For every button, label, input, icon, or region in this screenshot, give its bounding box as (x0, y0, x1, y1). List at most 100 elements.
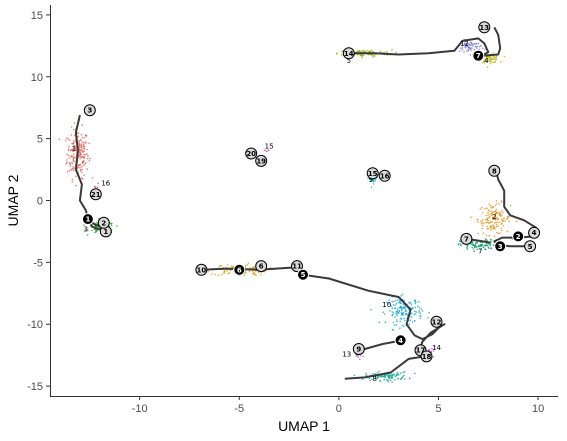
cell-point (95, 230, 98, 233)
cell-point (88, 159, 91, 162)
cell-point (395, 302, 398, 305)
cell-point (378, 321, 381, 324)
cell-point (82, 144, 85, 146)
cell-point (226, 270, 228, 272)
cell-point (466, 248, 469, 250)
cell-point (487, 228, 490, 230)
cell-point (458, 50, 461, 52)
cell-point (486, 225, 489, 228)
cell-point (491, 225, 494, 227)
cell-point (397, 373, 400, 375)
cell-point (395, 374, 398, 377)
cell-point (419, 315, 421, 317)
milestone-node-filled-2: 2 (512, 230, 525, 243)
cell-point (391, 300, 394, 303)
cell-point (367, 177, 369, 180)
milestone-marker (524, 240, 537, 253)
cell-point (402, 375, 404, 378)
cell-point (485, 234, 488, 237)
cell-point (477, 42, 480, 45)
cell-point (461, 48, 464, 51)
cell-point (370, 49, 373, 52)
cell-point (259, 274, 262, 276)
x-tick-label: -10 (132, 403, 148, 415)
cell-point (491, 221, 494, 223)
milestone-label: 6 (259, 263, 264, 271)
milestone-marker (378, 169, 391, 182)
y-tick-label: 10 (31, 72, 43, 84)
cell-point (490, 240, 492, 242)
cell-point (466, 246, 468, 249)
cell-point (479, 248, 482, 251)
cell-point (86, 168, 88, 170)
cell-point (466, 50, 468, 52)
cell-point (474, 42, 476, 45)
cell-point (492, 52, 494, 54)
cell-point (243, 274, 246, 277)
cell-point (491, 214, 493, 217)
cell-point (384, 321, 387, 324)
cell-point (479, 45, 481, 48)
cell-point (479, 245, 481, 247)
cell-point (392, 321, 395, 324)
cell-point (64, 139, 67, 142)
cell-point (482, 47, 484, 49)
milestone-marker (488, 164, 501, 177)
cell-point (67, 148, 70, 150)
cell-point (73, 155, 75, 158)
cluster-label-4: 4 (484, 57, 489, 65)
cell-point (382, 311, 385, 314)
cell-point (414, 372, 416, 375)
y-tick-label: -5 (33, 257, 43, 269)
cell-point (494, 204, 497, 207)
cell-point (77, 135, 80, 138)
cell-point (71, 154, 73, 157)
cell-point (390, 374, 393, 376)
milestone-node-open-6: 6 (255, 260, 268, 273)
cell-point (66, 153, 68, 156)
cell-point (470, 41, 473, 44)
cell-point (488, 234, 491, 237)
cell-point (267, 149, 270, 151)
cell-point (396, 308, 399, 311)
cell-point (73, 145, 76, 147)
milestone-marker (245, 147, 258, 160)
cell-point (476, 248, 479, 251)
cluster-label-7: 7 (478, 248, 482, 256)
cell-point (495, 208, 498, 211)
cell-point (341, 54, 343, 56)
cell-point (401, 376, 404, 379)
cell-point (66, 159, 68, 161)
cell-point (83, 136, 86, 139)
cell-point (244, 264, 247, 267)
cell-point (432, 356, 435, 358)
cell-point (461, 46, 464, 49)
milestone-label: 4 (532, 229, 537, 237)
cell-point (484, 58, 487, 60)
cell-point (418, 306, 421, 309)
cell-point (362, 49, 364, 52)
cell-point (388, 375, 391, 378)
cell-point (393, 300, 395, 303)
cell-point (486, 244, 489, 247)
cell-point (365, 372, 368, 375)
cell-point (75, 148, 77, 151)
cell-point (485, 243, 487, 246)
cell-point (385, 301, 388, 304)
cell-point (486, 227, 489, 230)
cell-point (475, 246, 478, 248)
cell-point (417, 305, 419, 308)
cell-point (360, 50, 363, 53)
cell-point (498, 211, 501, 213)
x-tick-label: 10 (532, 403, 544, 415)
milestone-label: 2 (516, 233, 521, 241)
cell-point (470, 49, 472, 51)
cell-point (491, 210, 493, 213)
cell-point (207, 270, 210, 273)
milestone-node-open-11: 11 (291, 260, 303, 273)
cell-point (493, 222, 496, 224)
cell-point (372, 373, 375, 375)
cell-point (402, 371, 404, 374)
cell-point (83, 174, 85, 176)
milestone-label: 11 (292, 263, 302, 271)
